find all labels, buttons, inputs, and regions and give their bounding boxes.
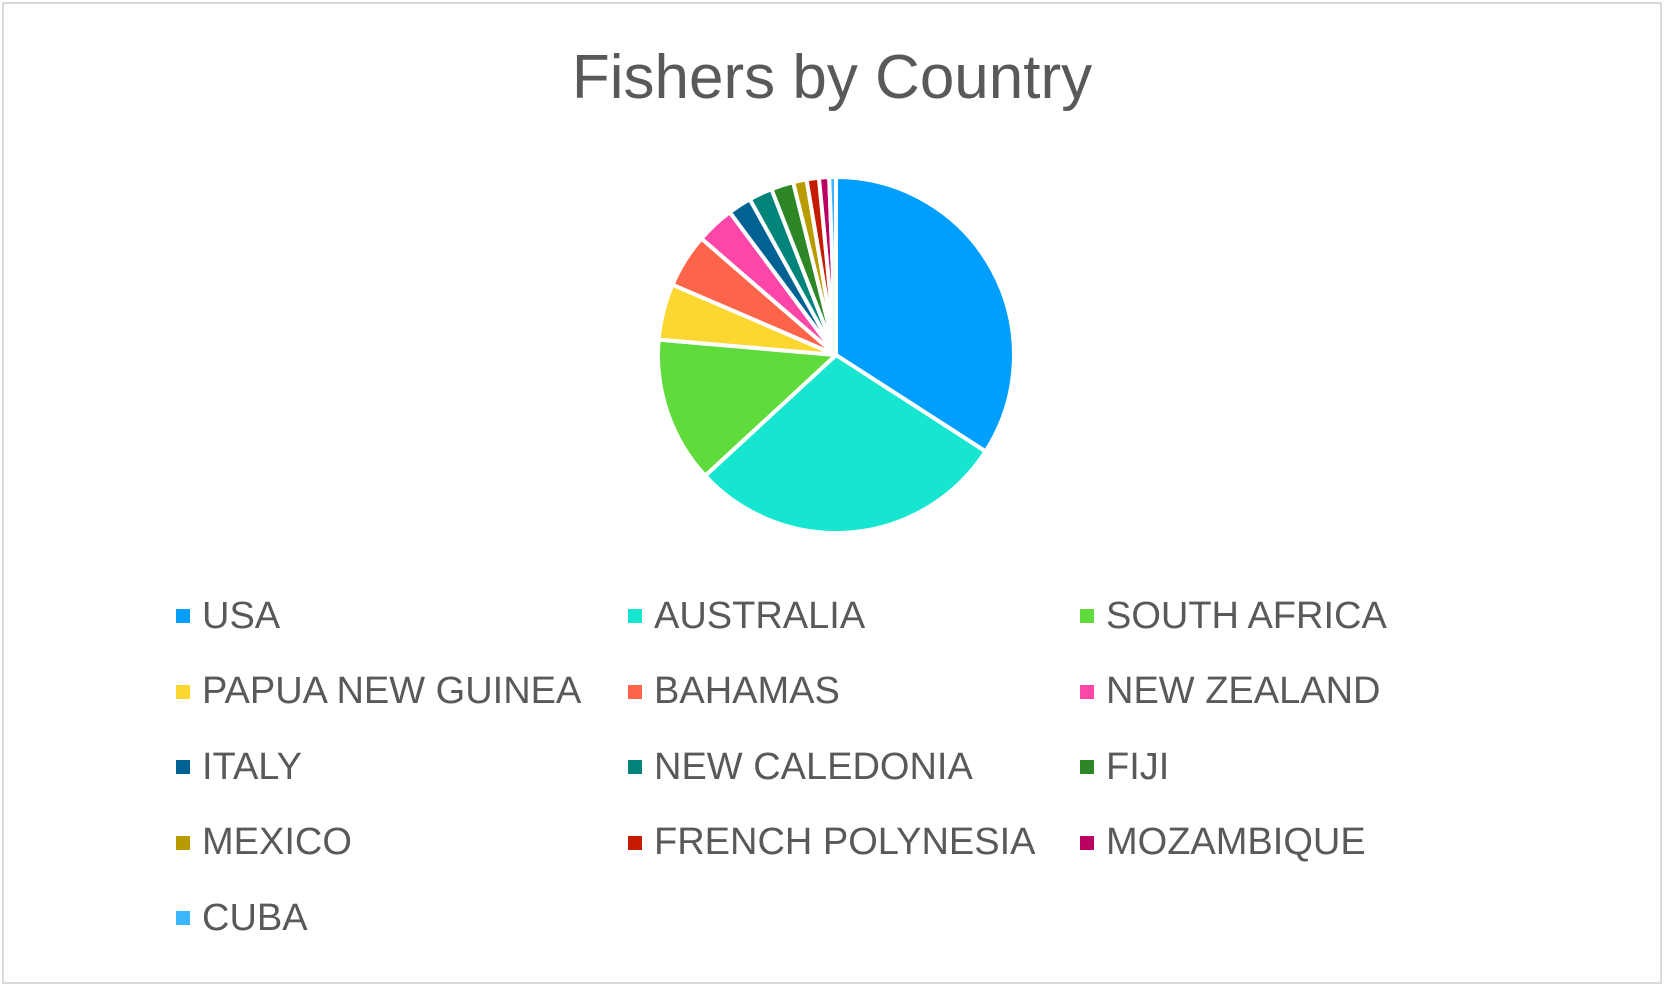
legend-swatch	[628, 609, 642, 623]
legend-item-new-caledonia: NEW CALEDONIA	[628, 743, 1080, 791]
legend-item-south-africa: SOUTH AFRICA	[1080, 592, 1480, 640]
legend-label: AUSTRALIA	[654, 594, 866, 637]
legend-swatch	[1080, 609, 1094, 623]
legend-label: MEXICO	[202, 821, 352, 863]
legend-item-australia: AUSTRALIA	[628, 592, 1080, 640]
legend-item-mozambique: MOZAMBIQUE	[1080, 819, 1480, 867]
legend-item-usa: USA	[176, 592, 628, 640]
pie-slice-cuba	[827, 174, 838, 357]
legend-swatch	[628, 760, 642, 774]
legend-swatch	[1080, 760, 1094, 774]
legend-swatch	[176, 609, 190, 623]
legend-item-cuba: CUBA	[176, 894, 628, 942]
legend: USA AUSTRALIA SOUTH AFRICA PAPUA NEW GUINEA…	[176, 592, 1476, 970]
legend-item-new-zealand: NEW ZEALAND	[1080, 668, 1480, 716]
legend-item-fiji: FIJI	[1080, 743, 1480, 791]
legend-swatch	[176, 684, 190, 699]
legend-label: NEW CALEDONIA	[654, 745, 973, 788]
legend-swatch	[176, 760, 190, 774]
legend-item-italy: ITALY	[176, 743, 628, 791]
legend-item-papua-new-guinea: PAPUA NEW GUINEA	[176, 668, 628, 716]
legend-item-mexico: MEXICO	[176, 819, 628, 867]
legend-label: USA	[202, 594, 281, 637]
legend-swatch	[1080, 684, 1094, 699]
legend-swatch	[176, 911, 190, 925]
pie-slice-south-africa	[656, 337, 838, 478]
legend-label: PAPUA NEW GUINEA	[202, 670, 582, 712]
legend-swatch	[628, 684, 642, 699]
legend-item-french-polynesia: FRENCH POLYNESIA	[628, 819, 1080, 867]
legend-label: NEW ZEALAND	[1106, 670, 1381, 712]
legend-label: CUBA	[202, 896, 308, 939]
legend-swatch	[1080, 835, 1094, 850]
legend-label: MOZAMBIQUE	[1106, 821, 1366, 863]
legend-item-bahamas: BAHAMAS	[628, 668, 1080, 716]
legend-label: FIJI	[1106, 745, 1170, 788]
legend-label: SOUTH AFRICA	[1106, 594, 1387, 637]
legend-label: BAHAMAS	[654, 670, 840, 712]
legend-swatch	[176, 835, 190, 850]
legend-swatch	[628, 835, 642, 850]
pie-chart	[656, 174, 1016, 535]
legend-label: ITALY	[202, 745, 302, 788]
chart-title: Fishers by Country	[571, 43, 1093, 112]
pie-slice-australia	[703, 353, 988, 535]
legend-label: FRENCH POLYNESIA	[654, 821, 1036, 863]
